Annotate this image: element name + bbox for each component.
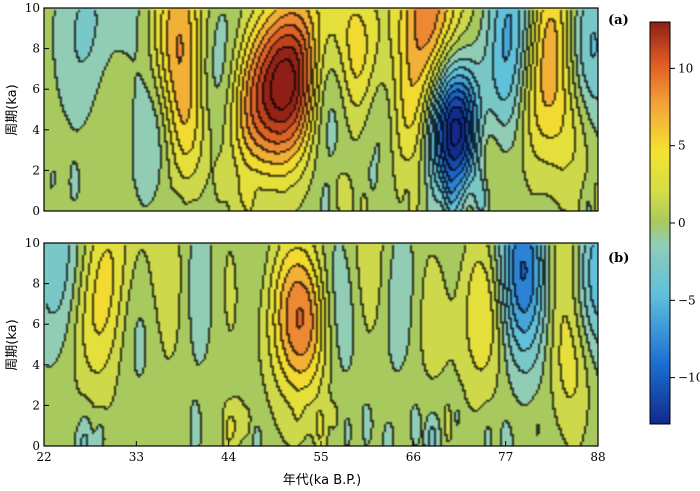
colorbar-tick-label: 5 xyxy=(678,139,686,153)
panel-a: 0 2 4 6 8 10 周期(ka) (a) xyxy=(5,1,629,218)
y-tick-label: 8 xyxy=(32,42,40,56)
y-tick-label: 2 xyxy=(32,163,40,177)
x-axis-b: 22 33 44 55 66 77 88 xyxy=(36,441,606,464)
y-tick-label: 4 xyxy=(32,358,40,372)
y-tick-label: 10 xyxy=(25,1,40,15)
colorbar-gradient xyxy=(649,21,671,425)
y-tick-label: 0 xyxy=(32,204,40,218)
panel-label-a: (a) xyxy=(608,13,629,28)
colorbar-tick-label: −10 xyxy=(678,371,700,385)
y-tick-label: 2 xyxy=(32,398,40,412)
wavelet-map-b xyxy=(44,243,598,446)
colorbar-tick-label: 0 xyxy=(678,216,686,230)
y-tick-label: 0 xyxy=(32,439,40,453)
x-tick-label: 66 xyxy=(406,450,421,464)
y-tick-label: 10 xyxy=(25,236,40,250)
x-tick-label: 77 xyxy=(498,450,513,464)
panel-label-b: (b) xyxy=(608,251,629,266)
colorbar: 10 5 0 −5 −10 xyxy=(649,21,700,425)
x-tick-label: 22 xyxy=(36,450,51,464)
y-axis-a: 0 2 4 6 8 10 xyxy=(25,1,49,218)
x-tick-label: 55 xyxy=(313,450,328,464)
axes-frame-a xyxy=(43,7,599,212)
panel-b: 0 2 4 6 8 10 22 33 44 55 66 77 88 周期(ka) 年代(ka B.P.… xyxy=(5,236,629,488)
x-tick-label: 88 xyxy=(590,450,605,464)
y-tick-label: 6 xyxy=(32,317,40,331)
colorbar-tick-label: 10 xyxy=(678,61,693,75)
colorbar-tick-label: −5 xyxy=(678,293,696,307)
colorbar-ticks: 10 5 0 −5 −10 xyxy=(670,61,700,385)
x-tick-label: 44 xyxy=(221,450,237,464)
wavelet-map-a xyxy=(44,8,598,211)
y-tick-label: 6 xyxy=(32,82,40,96)
y-axis-label-b: 周期(ka) xyxy=(5,319,20,370)
x-axis-label: 年代(ka B.P.) xyxy=(283,473,362,488)
y-axis-label-a: 周期(ka) xyxy=(5,84,20,135)
y-axis-b: 0 2 4 6 8 10 xyxy=(25,236,49,453)
y-tick-label: 8 xyxy=(32,277,40,291)
x-tick-label: 33 xyxy=(129,450,144,464)
y-tick-label: 4 xyxy=(32,123,40,137)
